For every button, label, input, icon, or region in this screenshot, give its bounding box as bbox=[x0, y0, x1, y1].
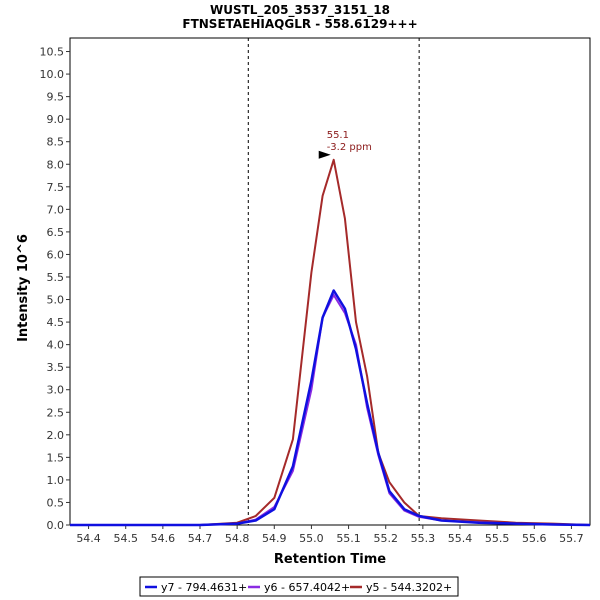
y-tick-label: 1.0 bbox=[47, 474, 65, 487]
y-axis-label: Intensity 10^6 bbox=[16, 234, 31, 342]
x-tick-label: 55.3 bbox=[411, 532, 436, 545]
y-tick-label: 0.0 bbox=[47, 519, 65, 532]
peak-annotation: 55.1 -3.2 ppm bbox=[318, 130, 372, 159]
x-tick-label: 55.4 bbox=[448, 532, 473, 545]
y-tick-label: 1.5 bbox=[47, 451, 65, 464]
y-tick-label: 2.0 bbox=[47, 429, 65, 442]
x-axis: 54.4 54.5 54.6 54.7 54.8 54.9 55.0 55.1 55.2 55.3… bbox=[76, 525, 584, 545]
x-tick-label: 55.1 bbox=[336, 532, 361, 545]
annotation-rt: 55.1 bbox=[327, 130, 349, 141]
x-axis-label: Retention Time bbox=[274, 552, 386, 567]
plot-area bbox=[69, 37, 591, 526]
legend-entry: y5 - 544.3202+ bbox=[366, 581, 452, 594]
y-tick-label: 9.5 bbox=[47, 91, 65, 104]
x-tick-label: 54.7 bbox=[188, 532, 213, 545]
legend-entry: y7 - 794.4631+ bbox=[161, 581, 247, 594]
series-group bbox=[70, 158, 591, 527]
x-tick-label: 55.6 bbox=[522, 532, 547, 545]
y-tick-label: 5.5 bbox=[47, 271, 65, 284]
x-tick-label: 54.9 bbox=[262, 532, 287, 545]
y-tick-label: 3.0 bbox=[47, 384, 65, 397]
y-tick-label: 6.0 bbox=[47, 248, 65, 261]
y-axis: 0.0 0.5 1.0 1.5 2.0 2.5 3.0 3.5 4.0 4.5 5.0 5.5 6.0 6… bbox=[40, 46, 70, 532]
x-tick-label: 55.7 bbox=[559, 532, 584, 545]
x-tick-label: 54.4 bbox=[76, 532, 101, 545]
legend-entry: y6 - 657.4042+ bbox=[264, 581, 350, 594]
y-tick-label: 3.5 bbox=[47, 361, 65, 374]
y-tick-label: 2.5 bbox=[47, 406, 65, 419]
peak-marker-icon bbox=[318, 150, 331, 159]
x-tick-label: 55.5 bbox=[485, 532, 510, 545]
y-tick-label: 9.0 bbox=[47, 113, 65, 126]
y-tick-label: 7.5 bbox=[47, 181, 65, 194]
series-line-y5 bbox=[70, 158, 591, 526]
y-tick-label: 10.0 bbox=[40, 68, 65, 81]
annotation-ppm: -3.2 ppm bbox=[327, 142, 372, 153]
legend: y7 - 794.4631+ y6 - 657.4042+ y5 - 544.320… bbox=[139, 576, 459, 597]
y-tick-label: 8.5 bbox=[47, 136, 65, 149]
x-tick-label: 54.8 bbox=[225, 532, 250, 545]
x-tick-label: 54.6 bbox=[151, 532, 176, 545]
y-tick-label: 5.0 bbox=[47, 294, 65, 307]
chart-title: WUSTL_205_3537_3151_18 bbox=[210, 3, 390, 18]
series-line-y7 bbox=[70, 289, 591, 527]
y-tick-label: 6.5 bbox=[47, 226, 65, 239]
x-tick-label: 55.2 bbox=[373, 532, 398, 545]
x-tick-label: 55.0 bbox=[299, 532, 324, 545]
y-tick-label: 8.0 bbox=[47, 158, 65, 171]
x-tick-label: 54.5 bbox=[113, 532, 138, 545]
y-tick-label: 0.5 bbox=[47, 496, 65, 509]
y-tick-label: 10.5 bbox=[40, 46, 65, 59]
legend-box bbox=[139, 576, 459, 597]
y-tick-label: 7.0 bbox=[47, 203, 65, 216]
y-tick-label: 4.5 bbox=[47, 316, 65, 329]
y-tick-label: 4.0 bbox=[47, 339, 65, 352]
chart-subtitle: FTNSETAEHIAQGLR - 558.6129+++ bbox=[182, 17, 417, 31]
